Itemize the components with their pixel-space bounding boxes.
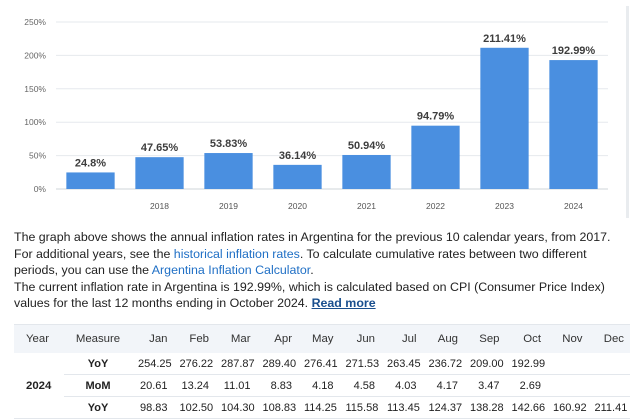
read-more-link[interactable]: Read more [311, 296, 376, 311]
table-header-cell: Oct [523, 333, 541, 345]
table-header-cell: Jan [149, 333, 168, 345]
year-cell: 2024 [14, 353, 64, 419]
bar-data-label: 24.8% [75, 157, 106, 169]
chart-bar[interactable] [204, 153, 253, 189]
x-tick-label: 2023 [495, 201, 514, 211]
table-header-cell: Year [26, 333, 50, 345]
value-cell: 276.22 [173, 353, 215, 375]
table-header-cell: Aug [437, 333, 458, 345]
value-cell: 209.00 [464, 353, 506, 375]
inflation-calculator-link[interactable]: Argentina Inflation Calculator [151, 263, 311, 278]
chart-bar[interactable] [480, 47, 529, 189]
value-cell: 4.18 [298, 374, 340, 397]
bar-data-label: 36.14% [279, 150, 317, 162]
y-tick-label: 50% [29, 151, 46, 161]
value-cell: 263.45 [381, 353, 423, 375]
table-header-cell: Measure [75, 333, 121, 345]
bar-data-label: 50.94% [348, 140, 386, 152]
description-text-segment: The current inflation rate in Argentina … [14, 279, 605, 311]
table-header-cell: Nov [562, 333, 583, 345]
bar-data-label: 47.65% [141, 142, 179, 154]
table-header-cell: May [311, 333, 334, 345]
chart-scrollbar-track[interactable] [626, 6, 629, 218]
chart-bar[interactable] [135, 157, 184, 189]
table-header-cell: Feb [189, 333, 209, 345]
value-cell [547, 353, 589, 375]
value-cell: 276.41 [298, 353, 340, 375]
value-cell [588, 374, 630, 397]
value-cell: 254.25 [132, 353, 174, 375]
y-tick-label: 0% [34, 184, 47, 194]
chart-bars: 24.8% 47.65% 53.83% 36.14% 50.94% 94.79% 211.4… [66, 33, 598, 190]
measure-cell: MoM [64, 374, 132, 397]
table-header-cell: Apr [274, 333, 292, 345]
value-cell: 3.47 [464, 374, 506, 397]
chart-bar[interactable] [66, 172, 115, 189]
y-tick-label: 100% [24, 117, 46, 127]
y-tick-label: 250% [24, 17, 46, 27]
description-text-segment: . To calculate cumulative rates between … [14, 246, 587, 278]
value-cell: 20.61 [132, 374, 174, 397]
measure-cell: YoY [64, 353, 132, 375]
value-cell: 192.99 [505, 353, 547, 375]
description-text-segment: . [310, 263, 314, 278]
bar-data-label: 53.83% [210, 138, 248, 150]
table-row: MoM 20.61 13.24 11.01 8.83 4.18 4.58 4.03 4.17 3.… [14, 374, 630, 397]
value-cell: 2.69 [505, 374, 547, 397]
x-tick-label: 2022 [426, 201, 445, 211]
chart-bar[interactable] [273, 164, 322, 189]
description-text: The graph above shows the annual inflati… [14, 229, 630, 312]
y-tick-label: 150% [24, 84, 46, 94]
value-cell: 287.87 [215, 353, 257, 375]
value-cell: 4.03 [381, 374, 423, 397]
x-tick-label: 2018 [150, 201, 169, 211]
y-axis-ticks: 0% 50% 100% 150% 200% 250% [24, 17, 46, 194]
value-cell: 13.24 [173, 374, 215, 397]
table-header-row: Year Measure Jan Feb Mar Apr May Jun Jul Aug Sep Oc… [14, 324, 630, 353]
table-header-cell: Jul [401, 333, 417, 345]
chart-bar[interactable] [549, 60, 598, 190]
value-cell: 271.53 [339, 353, 381, 375]
table-header-cell: Mar [230, 333, 251, 345]
table-header-cell: Dec [603, 333, 624, 345]
description-text-segment: The graph above shows the annual inflati… [14, 230, 611, 261]
inflation-bar-chart: 0% 50% 100% 150% 200% 250% 24.8% 47.65% 53.83% 3… [24, 6, 629, 218]
bar-data-label: 94.79% [417, 111, 455, 123]
description-paragraph-1: The graph above shows the annual inflati… [14, 229, 630, 279]
table-row: 2024 YoY 254.25 276.22 287.87 289.40 276.41 271… [14, 353, 630, 419]
x-tick-label: 2020 [288, 201, 307, 211]
description-paragraph-2: The current inflation rate in Argentina … [14, 279, 630, 312]
inflation-table-container: Year Measure Jan Feb Mar Apr May Jun Jul Aug Sep Oc… [14, 324, 630, 419]
chart-bar[interactable] [411, 125, 460, 189]
value-cell: 4.17 [422, 374, 464, 397]
x-tick-label: 2019 [219, 201, 238, 211]
bar-data-label: 192.99% [552, 45, 596, 57]
table-header-cell: Sep [479, 333, 500, 345]
value-cell: 289.40 [256, 353, 298, 375]
value-cell: 8.83 [256, 374, 298, 397]
table-body: 2024 YoY 254.25 276.22 287.87 289.40 276.41 271… [14, 353, 630, 419]
x-tick-label: 2021 [357, 201, 376, 211]
inflation-table: Year Measure Jan Feb Mar Apr May Jun Jul Aug Sep Oc… [14, 324, 630, 419]
value-cell: 236.72 [422, 353, 464, 375]
chart-bar[interactable] [342, 154, 391, 189]
value-cell: 11.01 [215, 374, 257, 397]
x-tick-label: 2024 [564, 201, 583, 211]
y-tick-label: 200% [24, 50, 46, 60]
x-axis-ticks: 2018 2019 2020 2021 2022 2023 2024 [150, 201, 583, 211]
bar-data-label: 211.41% [483, 33, 526, 45]
table-header-cell: Jun [356, 333, 375, 345]
value-cell [547, 374, 589, 397]
value-cell [588, 353, 630, 375]
historical-inflation-rates-link[interactable]: historical inflation rates [173, 246, 300, 261]
value-cell: 4.58 [339, 374, 381, 397]
